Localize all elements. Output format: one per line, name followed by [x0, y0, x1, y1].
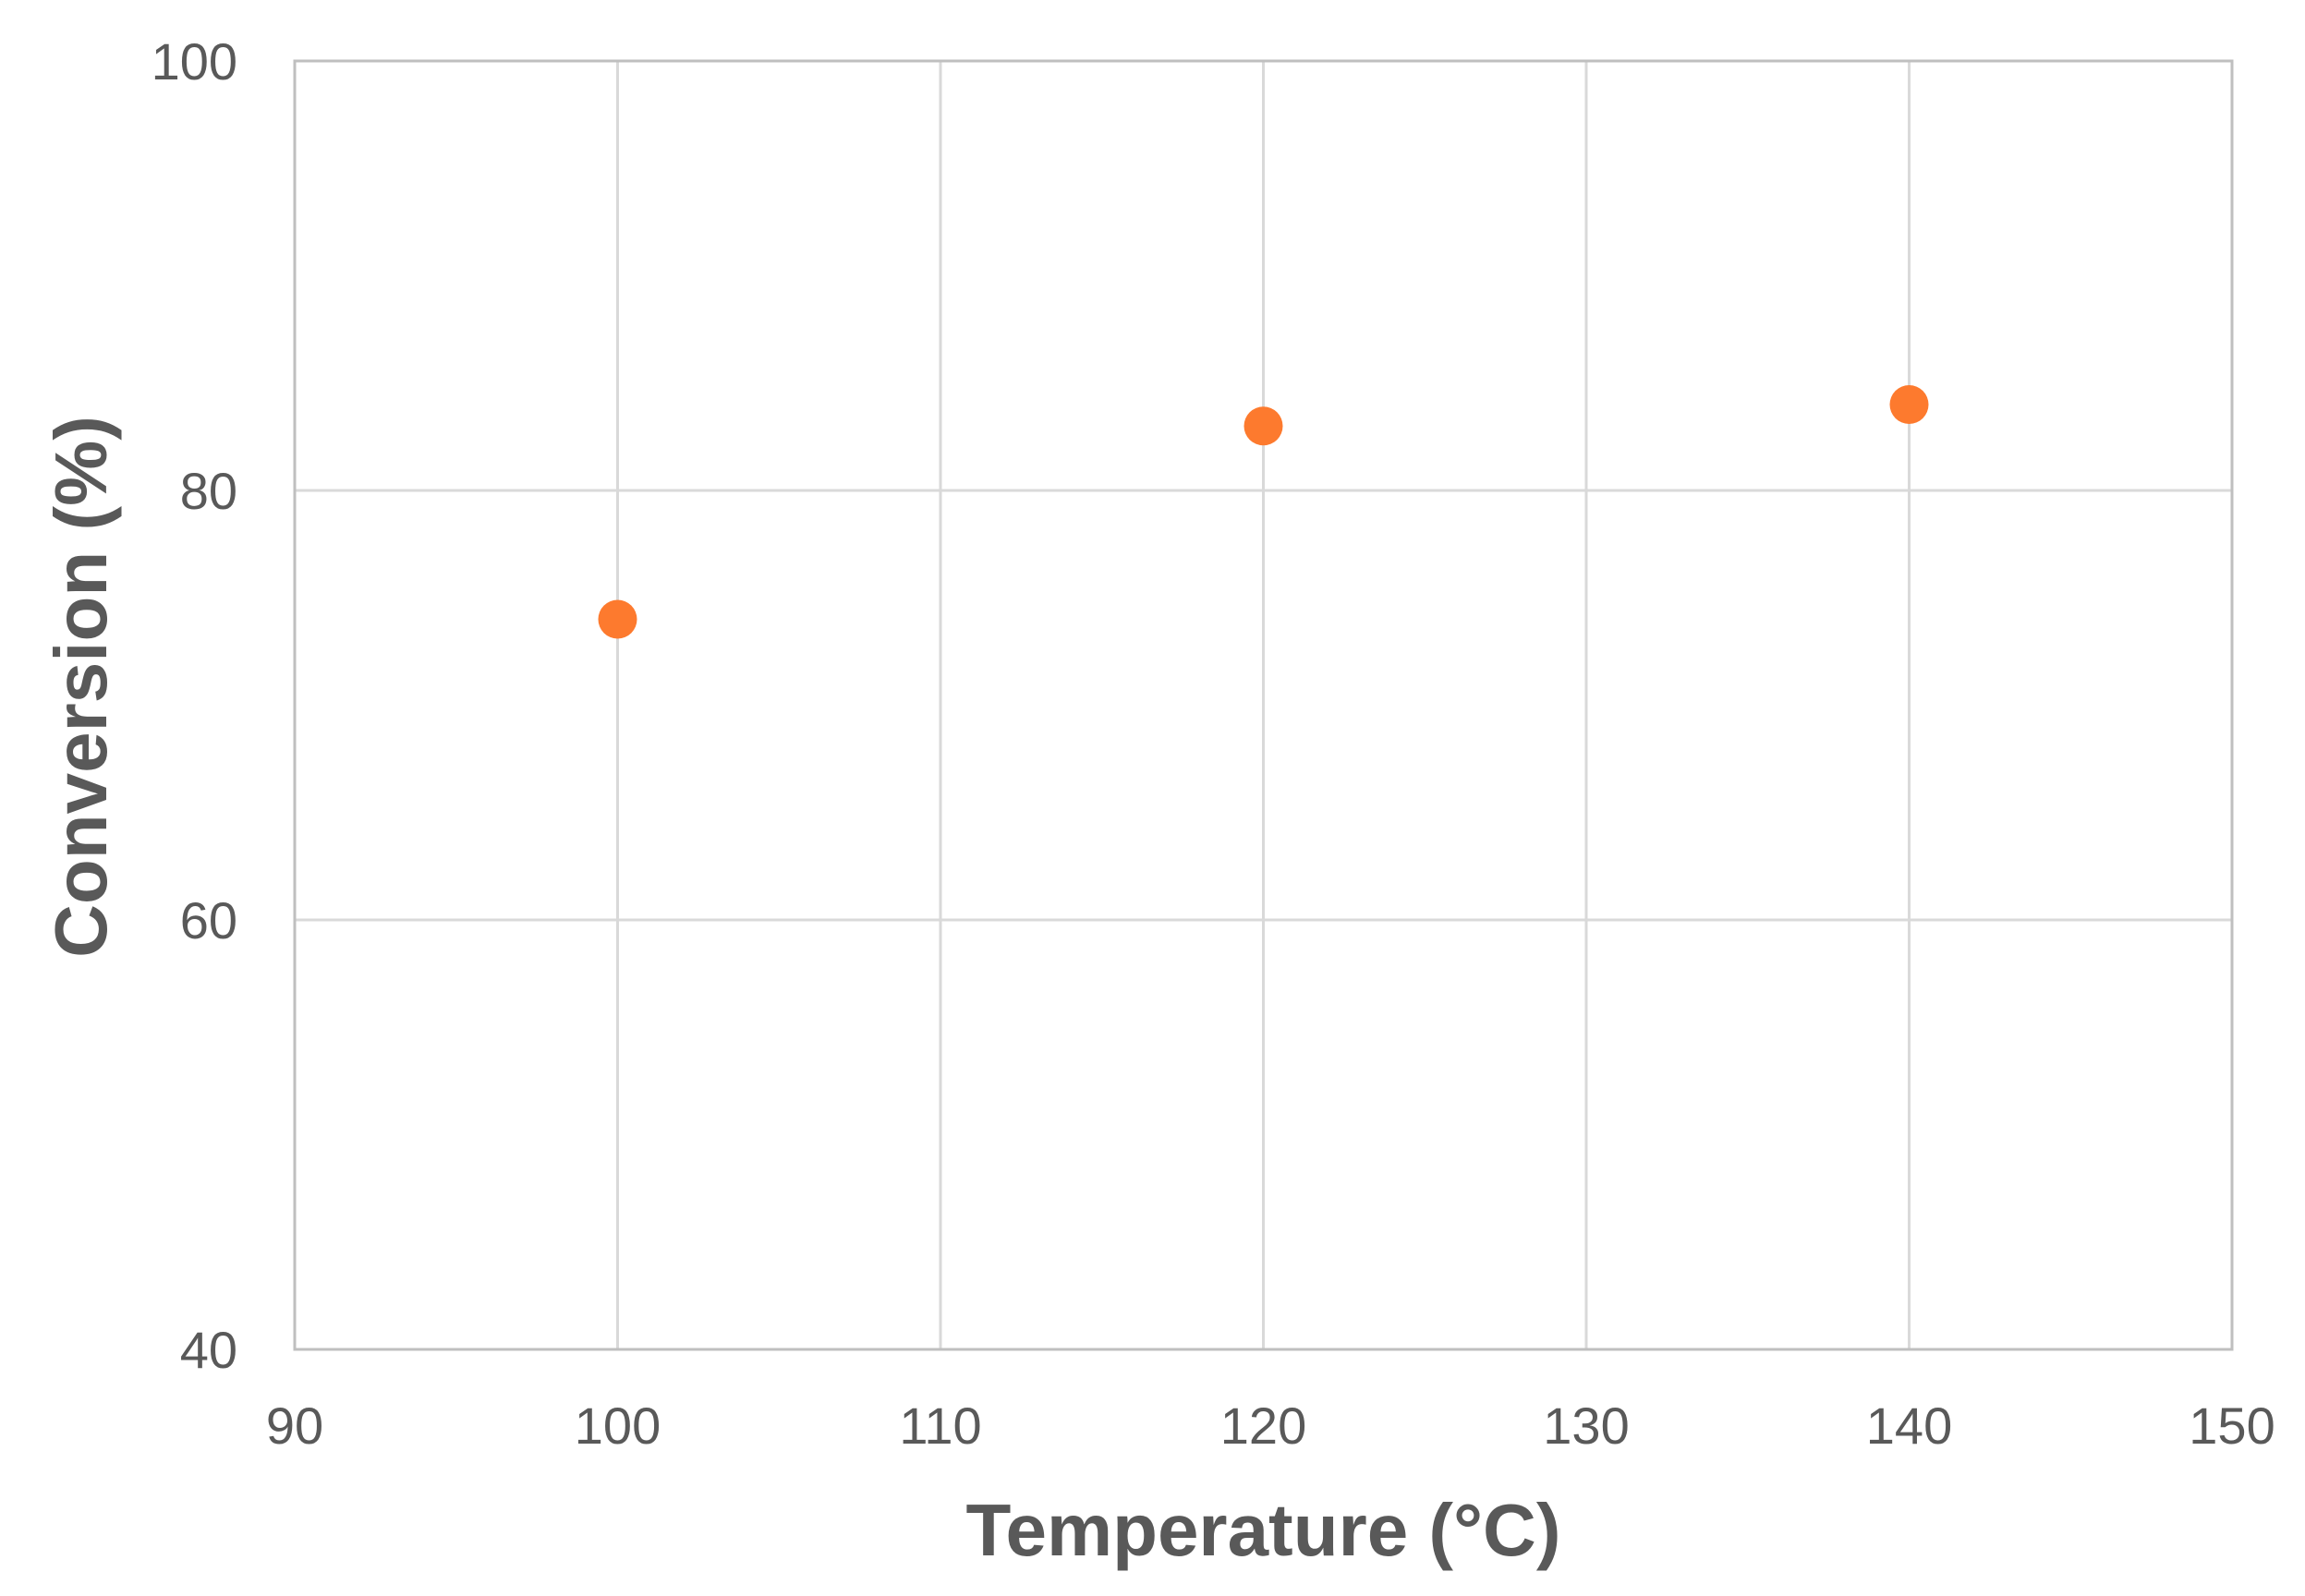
x-axis-tick-labels: 90 100 110 120 130 140 150 [266, 1396, 2275, 1455]
gridlines [295, 61, 2232, 1349]
x-tick-label-130: 130 [1543, 1396, 1629, 1455]
x-axis-title: Temperature (°C) [966, 1489, 1561, 1571]
data-point-100 [598, 599, 637, 639]
data-point-120 [1243, 406, 1283, 446]
x-tick-label-90: 90 [266, 1396, 323, 1455]
x-tick-label-110: 110 [899, 1396, 981, 1455]
y-tick-label-80: 80 [180, 462, 237, 520]
plot-area-border [293, 59, 2234, 1351]
y-tick-label-100: 100 [152, 32, 237, 91]
y-tick-label-40: 40 [180, 1321, 237, 1379]
x-tick-label-120: 120 [1220, 1396, 1306, 1455]
plot-area-frame [293, 59, 2234, 1351]
x-tick-label-100: 100 [575, 1396, 661, 1455]
data-point-140 [1889, 385, 1929, 424]
y-axis-tick-labels: 40 60 80 100 [152, 32, 237, 1379]
x-tick-label-150: 150 [2189, 1396, 2275, 1455]
x-tick-label-140: 140 [1866, 1396, 1952, 1455]
y-axis-title: Conversion (%) [40, 416, 122, 958]
data-points [598, 385, 1929, 639]
y-tick-label-60: 60 [180, 891, 237, 949]
